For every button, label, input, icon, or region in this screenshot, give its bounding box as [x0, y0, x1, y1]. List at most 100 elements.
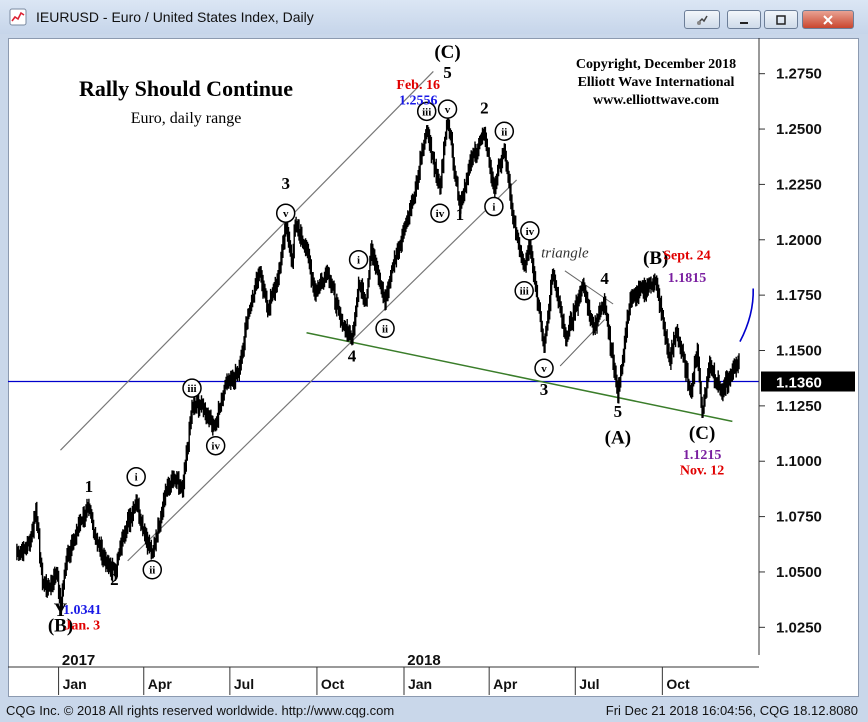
chart-title: Rally Should Continue	[79, 76, 293, 101]
last-price-label: 1.1360	[776, 375, 822, 392]
price-annotation: Feb. 16	[396, 78, 440, 93]
close-button[interactable]	[802, 10, 854, 29]
wave-label-minor: iii	[187, 383, 196, 395]
cqg-app-icon	[9, 8, 27, 26]
maximize-button[interactable]	[764, 10, 798, 29]
last-price-box	[761, 371, 855, 392]
wave-label: 5	[614, 402, 623, 421]
wave-circle	[484, 196, 504, 217]
wave-label-minor: ii	[149, 565, 155, 577]
wave-circle	[416, 101, 437, 122]
price-tick-label: 1.0750	[776, 509, 822, 526]
wave-label: 2	[480, 99, 489, 118]
month-label: Jan	[408, 676, 432, 692]
chart-subtitle: Euro, daily range	[131, 110, 242, 127]
price-tick-label: 1.2500	[776, 121, 822, 138]
month-label: Apr	[493, 676, 518, 692]
month-label: Jul	[579, 676, 599, 692]
wave-circle	[534, 358, 554, 378]
wave-label-minor: v	[445, 104, 451, 116]
title-bar[interactable]: IEURUSD - Euro / United States Index, Da…	[0, 0, 868, 34]
month-label: Jan	[63, 676, 87, 692]
price-annotation: Nov. 12	[680, 464, 724, 479]
wave-label: 3	[540, 380, 549, 399]
wave-label-minor: ii	[501, 126, 507, 138]
wave-label: (C)	[689, 423, 715, 444]
wave-label: (B)	[643, 248, 668, 269]
wave-label-minor: iv	[436, 208, 445, 220]
copyright-line-1: Copyright, December 2018	[576, 57, 736, 72]
price-tick-label: 1.0500	[776, 564, 822, 581]
wave-label: 5	[443, 63, 452, 82]
price-annotation: Jan. 3	[64, 619, 100, 634]
wave-circle	[126, 466, 146, 487]
wave-circle	[205, 435, 226, 456]
month-label: Apr	[148, 676, 173, 692]
wave-label: 4	[600, 269, 609, 288]
wave-label: Y	[54, 600, 68, 621]
wave-circle	[494, 121, 515, 142]
minimize-button[interactable]	[727, 10, 761, 29]
status-copyright: CQG Inc. © 2018 All rights reserved worl…	[6, 703, 395, 718]
wave-circle	[142, 559, 163, 580]
copyright-line-3: www.elliottwave.com	[593, 93, 719, 108]
wave-label-minor: ii	[382, 323, 388, 335]
price-annotation: Sept. 24	[663, 249, 710, 264]
projection-line	[739, 288, 754, 343]
price-series	[16, 110, 740, 615]
price-annotation: 1.2556	[399, 94, 438, 109]
price-tick-label: 1.1000	[776, 453, 822, 470]
status-bar: CQG Inc. © 2018 All rights reserved worl…	[0, 698, 868, 722]
wave-label: (A)	[605, 428, 631, 449]
wave-label-minor: v	[541, 363, 547, 375]
wave-label-minor: i	[492, 202, 495, 214]
daily-range-bars	[16, 110, 740, 615]
channel-line	[127, 179, 518, 562]
chart-frame	[8, 38, 859, 697]
wave-circle	[348, 249, 369, 270]
minimize-icon	[740, 21, 748, 24]
window-title: IEURUSD - Euro / United States Index, Da…	[36, 9, 314, 25]
month-label: Oct	[321, 676, 345, 692]
year-label: 2017	[62, 652, 95, 669]
price-tick-label: 1.1250	[776, 398, 822, 415]
wave-label-minor: i	[357, 255, 360, 267]
wave-circle	[275, 203, 296, 223]
wave-circle	[430, 203, 450, 223]
axes: 1.2750 1.2500 1.2250 1.2000 1.1750 1.1500 1.12…	[8, 38, 855, 695]
wave-label-minor: iii	[422, 106, 431, 118]
month-label: Jul	[234, 676, 254, 692]
wave-label: 1	[85, 477, 94, 496]
wave-label-minor: i	[135, 472, 138, 484]
price-annotation: 1.0341	[63, 603, 102, 618]
pin-button[interactable]	[684, 10, 720, 29]
price-tick-label: 1.2250	[776, 176, 822, 193]
status-timestamp: Fri Dec 21 2018 16:04:56, CQG 18.12.8080	[605, 703, 858, 718]
price-tick-label: 1.2000	[776, 232, 822, 249]
wave-label-minor: iv	[526, 226, 535, 238]
pin-icon	[697, 15, 708, 25]
price-annotation: 1.1815	[668, 271, 707, 286]
wave-circle	[437, 99, 458, 119]
wave-label: 1	[456, 205, 465, 224]
price-annotation: triangle	[541, 245, 589, 261]
wave-label: (C)	[434, 42, 460, 63]
price-annotation: 1.1215	[683, 448, 722, 463]
wave-label-minor: iii	[520, 286, 529, 298]
trendline	[306, 332, 733, 423]
wave-label-minor: v	[283, 208, 289, 220]
wave-label: 3	[281, 174, 290, 193]
overlay-lines	[8, 71, 759, 562]
wave-label: 4	[348, 347, 357, 366]
wave-circle	[514, 280, 534, 301]
wave-label-minor: iv	[211, 441, 220, 453]
wave-label: 2	[110, 570, 119, 589]
price-tick-label: 1.0250	[776, 619, 822, 636]
channel-line	[60, 71, 434, 451]
price-tick-label: 1.2750	[776, 66, 822, 83]
price-tick-label: 1.1750	[776, 287, 822, 304]
wave-circle	[520, 221, 540, 241]
